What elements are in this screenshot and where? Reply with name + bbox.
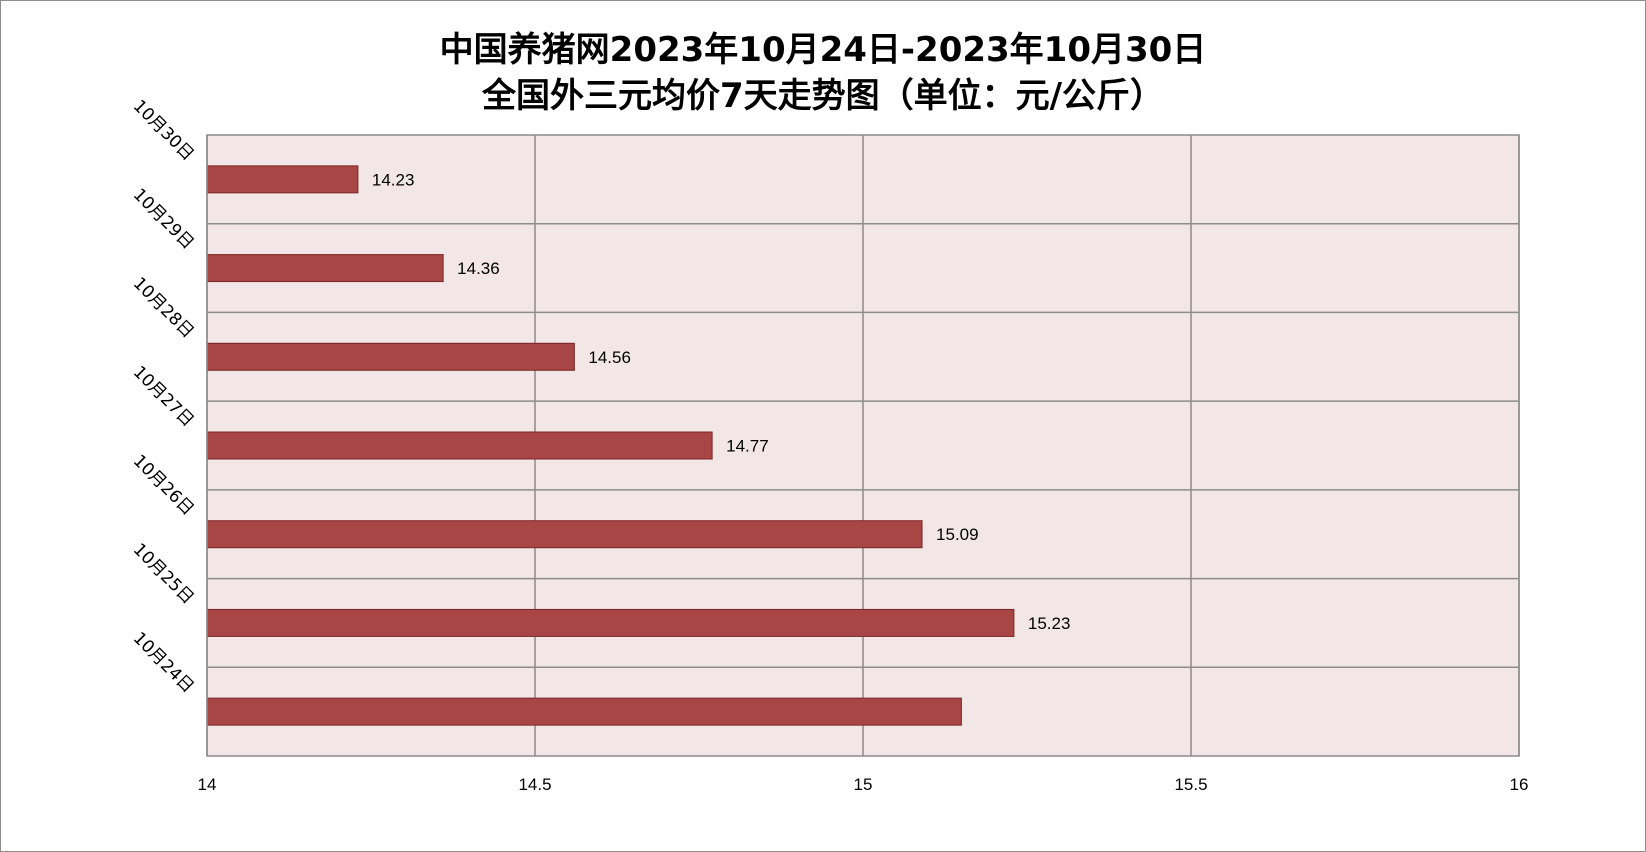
x-tick-label: 16 <box>1510 775 1529 794</box>
category-label: 10月29日 <box>129 185 198 254</box>
x-axis-tick-labels: 14 14.5 15 15.5 16 <box>198 775 1529 794</box>
plot-border <box>206 134 1520 757</box>
data-labels: 14.23 14.36 14.56 14.77 15.09 15.23 <box>372 170 1071 633</box>
chart-title-line-1: 中国养猪网2023年10月24日-2023年10月30日 <box>439 30 1207 70</box>
chart-title-line-2: 全国外三元均价7天走势图（单位：元/公斤） <box>481 76 1165 116</box>
category-label: 10月24日 <box>129 628 198 697</box>
bar <box>206 165 359 194</box>
category-label: 10月30日 <box>129 96 198 165</box>
x-tick-label: 15.5 <box>1174 775 1207 794</box>
data-label: 15.09 <box>936 525 979 544</box>
category-label: 10月27日 <box>129 362 198 431</box>
bar <box>206 697 962 726</box>
y-axis-category-labels: 10月30日 10月29日 10月28日 10月27日 10月26日 10月25日 10月2… <box>129 96 198 697</box>
bars <box>206 165 1015 726</box>
x-tick-label: 15 <box>854 775 873 794</box>
data-label: 15.23 <box>1028 614 1071 633</box>
bar <box>206 431 713 460</box>
bar <box>206 520 923 549</box>
data-label: 14.56 <box>588 348 631 367</box>
data-label: 14.23 <box>372 170 415 189</box>
data-label: 14.77 <box>726 437 769 456</box>
category-label: 10月28日 <box>129 274 198 343</box>
category-label: 10月26日 <box>129 451 198 520</box>
x-tick-label: 14.5 <box>518 775 551 794</box>
category-label: 10月25日 <box>129 540 198 609</box>
x-tick-label: 14 <box>198 775 217 794</box>
bar <box>206 608 1015 637</box>
bar <box>206 342 575 371</box>
bar <box>206 254 444 283</box>
data-label: 14.36 <box>457 259 500 278</box>
